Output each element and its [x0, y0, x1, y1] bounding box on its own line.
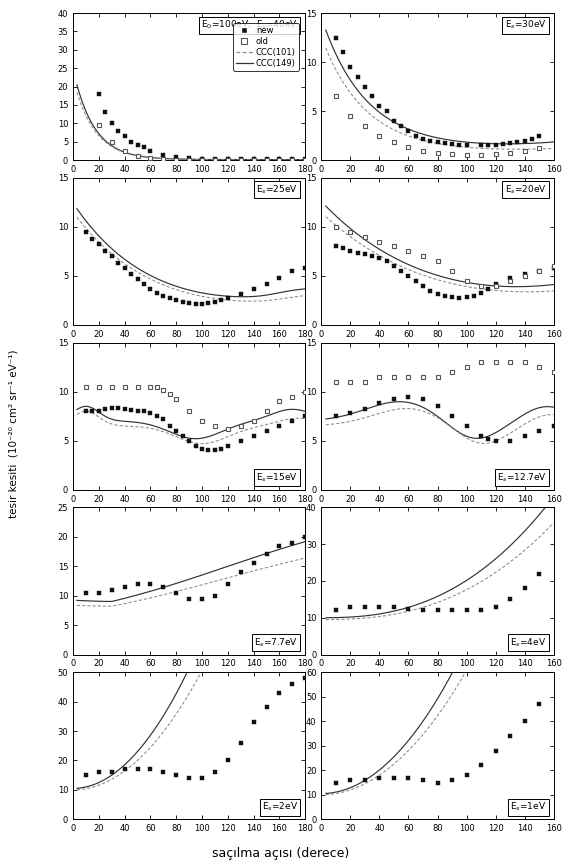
Text: saçılma açısı (derece): saçılma açısı (derece): [212, 847, 350, 860]
Text: E$_s$=2eV: E$_s$=2eV: [262, 801, 298, 813]
Text: E$_s$=15eV: E$_s$=15eV: [256, 472, 298, 484]
Text: E$_s$=12.7eV: E$_s$=12.7eV: [497, 472, 547, 484]
Text: E$_s$=20eV: E$_s$=20eV: [505, 184, 547, 196]
Text: E$_s$=7.7eV: E$_s$=7.7eV: [254, 636, 298, 649]
Legend: new, old, CCC(101), CCC(149): new, old, CCC(101), CCC(149): [233, 23, 298, 71]
Text: E$_s$=1eV: E$_s$=1eV: [510, 801, 547, 813]
Text: E$_s$=25eV: E$_s$=25eV: [256, 184, 298, 196]
Text: tesir kesiti  (10⁻²⁰ cm² sr⁻¹ eV⁻¹): tesir kesiti (10⁻²⁰ cm² sr⁻¹ eV⁻¹): [8, 349, 19, 518]
Text: E$_0$=100eV,  E$_s$=40eV: E$_0$=100eV, E$_s$=40eV: [201, 19, 298, 31]
Text: E$_s$=4eV: E$_s$=4eV: [510, 636, 547, 649]
Text: E$_s$=30eV: E$_s$=30eV: [505, 19, 547, 31]
